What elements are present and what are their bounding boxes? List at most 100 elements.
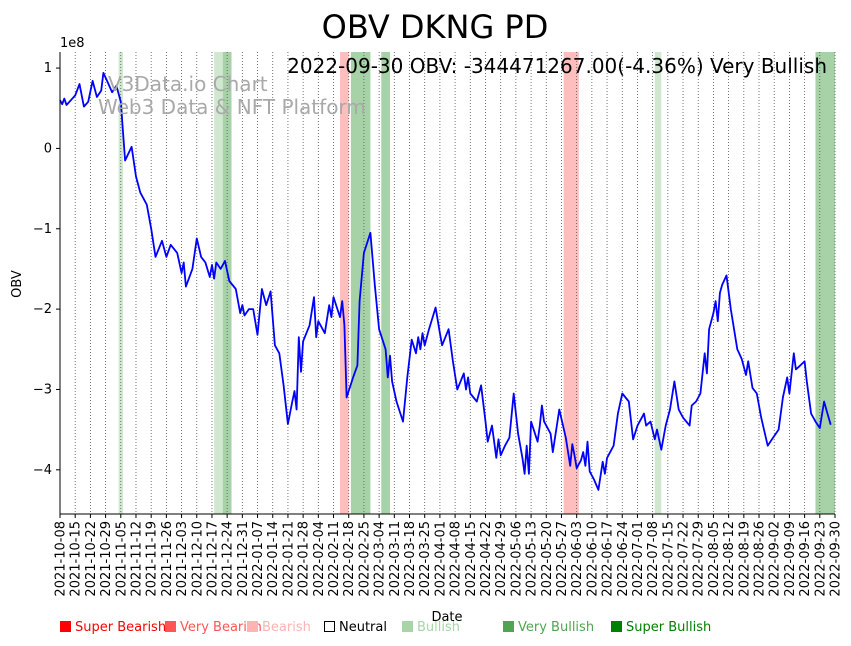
legend-swatch — [503, 621, 514, 632]
legend-item: Bullish — [402, 620, 460, 635]
x-tick-label: 2022-08-12 — [722, 521, 737, 597]
signal-band — [563, 52, 579, 514]
x-tick-label: 2022-05-13 — [525, 521, 540, 597]
legend-swatch — [402, 621, 413, 632]
x-tick-label: 2022-04-08 — [449, 521, 464, 597]
x-tick-label: 2021-11-26 — [160, 521, 175, 597]
y-scale-label: 1e8 — [60, 36, 85, 51]
x-tick-label: 2022-01-14 — [266, 521, 281, 597]
x-tick-label: 2022-09-09 — [783, 521, 798, 597]
y-tick-label: −3 — [33, 382, 52, 397]
x-tick-label: 2021-10-22 — [84, 521, 99, 597]
axes — [59, 52, 835, 515]
watermark-line-2: Web3 Data & NFT Platform — [98, 95, 366, 119]
x-tick-label: 2022-03-18 — [403, 521, 418, 597]
x-tick-label: 2021-12-24 — [221, 521, 236, 597]
x-tick-label: 2022-06-24 — [616, 521, 631, 597]
legend-swatch — [60, 621, 71, 632]
legend-label: Very Bullish — [518, 620, 595, 635]
legend-item: Very Bearish — [165, 620, 262, 635]
x-tick-label: 2022-09-02 — [768, 521, 783, 597]
watermark-line-1: V3Data.io Chart — [108, 72, 268, 96]
signal-band — [654, 52, 662, 514]
y-tick-label: −4 — [33, 463, 52, 478]
x-tick-label: 2021-10-29 — [99, 521, 114, 597]
x-tick-label: 2021-12-31 — [236, 521, 251, 597]
legend-swatch — [611, 621, 622, 632]
chart-title: OBV DKNG PD — [322, 8, 549, 46]
x-tick-label: 2021-12-17 — [206, 521, 221, 597]
signal-band — [815, 52, 820, 514]
x-tick-label: 2022-03-25 — [418, 521, 433, 597]
x-tick-label: 2021-11-12 — [130, 521, 145, 597]
y-axis-label: OBV — [10, 270, 25, 298]
legend-swatch — [165, 621, 176, 632]
x-tick-label: 2021-10-08 — [54, 521, 69, 597]
x-tick-label: 2022-07-22 — [677, 521, 692, 597]
x-tick-label: 2022-04-15 — [464, 521, 479, 597]
legend-item: Super Bearish — [60, 620, 166, 635]
x-tick-label: 2022-07-08 — [646, 521, 661, 597]
x-tick-label: 2022-06-17 — [601, 521, 616, 597]
x-tick-label: 2022-09-30 — [829, 521, 844, 597]
x-tick-label: 2022-02-25 — [357, 521, 372, 597]
x-tick-label: 2022-04-01 — [433, 521, 448, 597]
obv-series — [59, 72, 832, 491]
y-tick-label: 1 — [44, 61, 52, 76]
signal-band — [381, 52, 390, 514]
y-tick-labels: 1 0 −1 −2 −3 −4 — [33, 61, 60, 478]
x-tick-label: 2022-01-07 — [251, 521, 266, 597]
y-tick-label: −1 — [33, 222, 52, 237]
x-tick-label: 2022-06-03 — [570, 521, 585, 597]
vertical-gridlines — [59, 52, 836, 514]
x-tick-label: 2022-09-23 — [813, 521, 828, 597]
legend-label: Very Bearish — [180, 620, 262, 635]
x-tick-label: 2022-02-18 — [342, 521, 357, 597]
x-tick-label: 2022-07-01 — [631, 521, 646, 597]
x-tick-label: 2022-08-05 — [707, 521, 722, 597]
legend-item: Super Bullish — [611, 620, 711, 635]
x-tick-label: 2022-04-22 — [479, 521, 494, 597]
x-tick-label: 2021-10-15 — [69, 521, 84, 597]
legend-label: Bearish — [262, 620, 311, 635]
x-tick-label: 2022-04-29 — [494, 521, 509, 597]
signal-band — [340, 52, 349, 514]
x-tick-label: 2022-02-11 — [327, 521, 342, 597]
x-tick-label: 2022-07-29 — [692, 521, 707, 597]
x-tick-label: 2021-12-03 — [175, 521, 190, 597]
legend-label: Super Bullish — [626, 620, 712, 635]
x-tick-label: 2021-11-19 — [145, 521, 160, 597]
signal-band — [214, 52, 223, 514]
x-tick-label: 2022-08-19 — [737, 521, 752, 597]
x-tick-label: 2022-02-04 — [312, 521, 327, 597]
x-tick-label: 2022-05-27 — [555, 521, 570, 597]
legend-label: Super Bearish — [75, 620, 167, 635]
x-tick-label: 2021-11-05 — [114, 521, 129, 597]
latest-value-annotation: 2022-09-30 OBV: -344471267.00(-4.36%) Ve… — [287, 54, 827, 78]
x-tick-label: 2022-01-21 — [281, 521, 296, 597]
legend-swatch — [324, 621, 335, 632]
x-tick-label: 2022-08-26 — [753, 521, 768, 597]
x-axis-label: Date — [431, 610, 462, 625]
x-tick-label: 2022-09-16 — [798, 521, 813, 597]
x-tick-labels: 2021-10-08 2021-10-15 2021-10-22 2021-10-29… — [54, 514, 844, 597]
obv-line — [59, 72, 832, 491]
x-tick-label: 2021-12-10 — [190, 521, 205, 597]
legend-label: Neutral — [339, 620, 387, 635]
y-tick-label: −2 — [33, 302, 52, 317]
x-tick-label: 2022-05-20 — [540, 521, 555, 597]
legend-item: Very Bullish — [503, 620, 594, 635]
x-tick-label: 2022-06-10 — [585, 521, 600, 597]
legend-label: Bullish — [417, 620, 461, 635]
x-tick-label: 2022-03-11 — [388, 521, 403, 597]
legend-item: Neutral — [324, 620, 387, 635]
x-tick-label: 2022-05-06 — [509, 521, 524, 597]
y-tick-label: 0 — [44, 141, 52, 156]
legend-swatch — [247, 621, 258, 632]
x-tick-label: 2022-03-04 — [373, 521, 388, 597]
x-tick-label: 2022-07-15 — [661, 521, 676, 597]
legend-item: Bearish — [247, 620, 311, 635]
signal-band — [819, 52, 835, 514]
x-tick-label: 2022-01-28 — [297, 521, 312, 597]
